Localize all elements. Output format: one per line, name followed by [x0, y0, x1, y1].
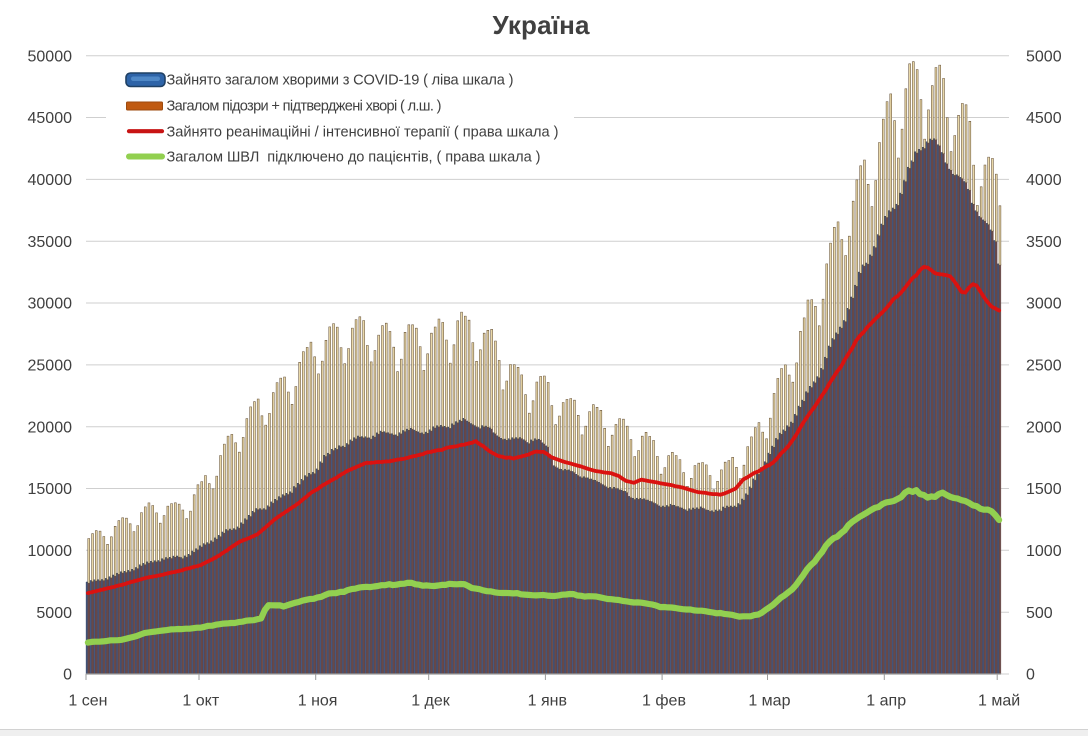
svg-text:3000: 3000 — [1026, 296, 1062, 313]
svg-text:50000: 50000 — [28, 48, 73, 65]
svg-text:35000: 35000 — [28, 234, 73, 251]
svg-text:25000: 25000 — [28, 358, 73, 375]
svg-text:3500: 3500 — [1026, 234, 1062, 251]
svg-text:2000: 2000 — [1026, 419, 1062, 436]
svg-text:Загалом ШВЛ підключено до пац: Загалом ШВЛ підключено до пацієнтів, ( п… — [167, 150, 541, 166]
svg-text:1 окт: 1 окт — [182, 693, 219, 710]
svg-text:500: 500 — [1026, 605, 1053, 622]
svg-text:20000: 20000 — [28, 419, 73, 436]
svg-text:1 май: 1 май — [978, 693, 1020, 710]
svg-text:Україна: Україна — [493, 10, 591, 40]
svg-text:0: 0 — [63, 667, 72, 684]
svg-text:1 фев: 1 фев — [642, 693, 686, 710]
svg-text:1 апр: 1 апр — [866, 693, 906, 710]
svg-text:4500: 4500 — [1026, 110, 1062, 127]
svg-text:1000: 1000 — [1026, 543, 1062, 560]
svg-text:5000: 5000 — [36, 605, 72, 622]
svg-text:1500: 1500 — [1026, 481, 1062, 498]
svg-text:1 янв: 1 янв — [528, 693, 567, 710]
svg-text:1 мар: 1 мар — [748, 693, 790, 710]
svg-text:1 сен: 1 сен — [68, 693, 107, 710]
svg-text:Загалом підозри + підтверджені: Загалом підозри + підтверджені хворі ( л… — [167, 99, 442, 115]
svg-text:Зайнято реанімаційні / інтенси: Зайнято реанімаційні / інтенсивної терап… — [167, 124, 559, 140]
svg-text:Зайнято загалом хворими з COVI: Зайнято загалом хворими з COVID-19 ( лів… — [167, 73, 514, 89]
svg-text:30000: 30000 — [28, 296, 73, 313]
svg-text:45000: 45000 — [28, 110, 73, 127]
svg-text:0: 0 — [1026, 667, 1035, 684]
svg-text:2500: 2500 — [1026, 358, 1062, 375]
svg-text:1 ноя: 1 ноя — [298, 693, 338, 710]
svg-text:4000: 4000 — [1026, 172, 1062, 189]
svg-text:15000: 15000 — [28, 481, 73, 498]
svg-text:5000: 5000 — [1026, 48, 1062, 65]
svg-text:1 дек: 1 дек — [411, 693, 451, 710]
svg-text:10000: 10000 — [28, 543, 73, 560]
svg-text:40000: 40000 — [28, 172, 73, 189]
